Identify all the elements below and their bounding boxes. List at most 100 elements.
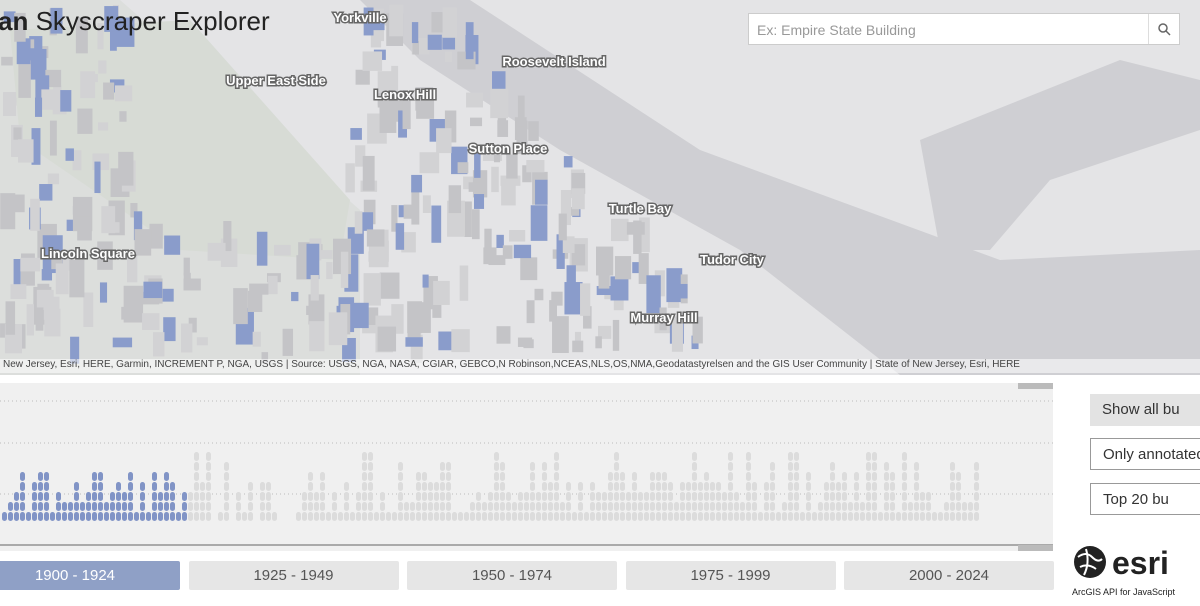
building-dot: [740, 512, 745, 521]
era-tab[interactable]: 1925 - 1949: [188, 561, 399, 590]
building-dot: [746, 492, 751, 501]
building-dot: [554, 502, 559, 511]
building: [114, 17, 135, 47]
building-dot: [704, 472, 709, 481]
building-dot: [902, 512, 907, 521]
building-dot: [188, 512, 193, 521]
era-tab[interactable]: 1950 - 1974: [407, 561, 617, 590]
building: [97, 23, 104, 50]
era-tab[interactable]: 1975 - 1999: [625, 561, 836, 590]
map-view[interactable]: Yorkville Roosevelt Island Upper East Side…: [0, 0, 1200, 375]
building: [18, 139, 34, 163]
building-dot: [764, 502, 769, 511]
building-dot: [38, 502, 43, 511]
filter-button[interactable]: Only annotated: [1090, 438, 1200, 470]
building-dot: [578, 482, 583, 491]
building-dot: [950, 502, 955, 511]
building-dot: [848, 512, 853, 521]
building: [401, 232, 416, 253]
building-dot: [464, 512, 469, 521]
building-dot: [428, 482, 433, 491]
building-dot: [266, 482, 271, 491]
building-dot: [878, 512, 883, 521]
building-dot: [950, 472, 955, 481]
building-dot: [788, 462, 793, 471]
building: [571, 188, 585, 210]
building-dot: [866, 452, 871, 461]
building-dot: [110, 512, 115, 521]
place-label: Murray Hill: [630, 310, 697, 325]
building-dot: [158, 492, 163, 501]
building-dot: [656, 472, 661, 481]
building-dot: [710, 512, 715, 521]
building-dot: [692, 482, 697, 491]
filter-button[interactable]: Top 20 bu: [1090, 483, 1200, 515]
building: [104, 6, 119, 32]
building-dot: [224, 512, 229, 521]
building-dot: [446, 492, 451, 501]
building-dot: [200, 482, 205, 491]
building: [666, 268, 683, 303]
search-box[interactable]: Ex: Empire State Building: [748, 13, 1180, 45]
building-dot: [674, 512, 679, 521]
building-dot: [554, 482, 559, 491]
building: [41, 89, 58, 110]
building-dot: [638, 492, 643, 501]
building-dot: [368, 512, 373, 521]
building-dot: [668, 492, 673, 501]
place-label: Lenox Hill: [374, 87, 436, 102]
building-dot: [122, 502, 127, 511]
building-dot: [716, 482, 721, 491]
building: [309, 321, 325, 352]
building-dot: [170, 512, 175, 521]
building-dot: [704, 502, 709, 511]
building-dot: [806, 512, 811, 521]
building-dot: [398, 512, 403, 521]
building-dot: [530, 492, 535, 501]
building-dot: [578, 502, 583, 511]
building-dot: [98, 502, 103, 511]
era-tab[interactable]: 1900 - 1924: [0, 561, 180, 590]
building: [535, 179, 548, 205]
building-dot: [260, 512, 265, 521]
building-dot: [614, 512, 619, 521]
building-dot: [608, 492, 613, 501]
building-dot: [788, 492, 793, 501]
building-dot: [200, 512, 205, 521]
building-dot: [122, 492, 127, 501]
building-dot: [248, 482, 253, 491]
building-dot: [872, 452, 877, 461]
building: [432, 304, 442, 318]
building-dot: [500, 482, 505, 491]
place-label: Sutton Place: [469, 141, 548, 156]
building: [595, 246, 614, 276]
building-dot: [500, 502, 505, 511]
building: [109, 27, 117, 51]
building-dot: [248, 492, 253, 501]
building: [326, 262, 333, 280]
building-dot: [206, 462, 211, 471]
building: [564, 282, 583, 315]
search-button[interactable]: [1148, 14, 1179, 44]
building: [13, 259, 21, 286]
building-dot: [548, 482, 553, 491]
building: [350, 128, 362, 140]
building-dot: [590, 502, 595, 511]
building-dot: [152, 512, 157, 521]
building-dot: [956, 472, 961, 481]
building: [611, 218, 629, 242]
building: [273, 244, 291, 256]
building-dot: [770, 482, 775, 491]
building-dot: [170, 482, 175, 491]
building: [72, 150, 82, 171]
building: [14, 12, 26, 42]
building: [610, 276, 629, 301]
building-dot: [836, 502, 841, 511]
building-dot: [608, 482, 613, 491]
building: [77, 216, 92, 241]
building-dot: [428, 502, 433, 511]
filter-button[interactable]: Show all bu: [1090, 394, 1200, 426]
building-dot: [536, 502, 541, 511]
era-tab[interactable]: 2000 - 2024: [844, 561, 1054, 590]
